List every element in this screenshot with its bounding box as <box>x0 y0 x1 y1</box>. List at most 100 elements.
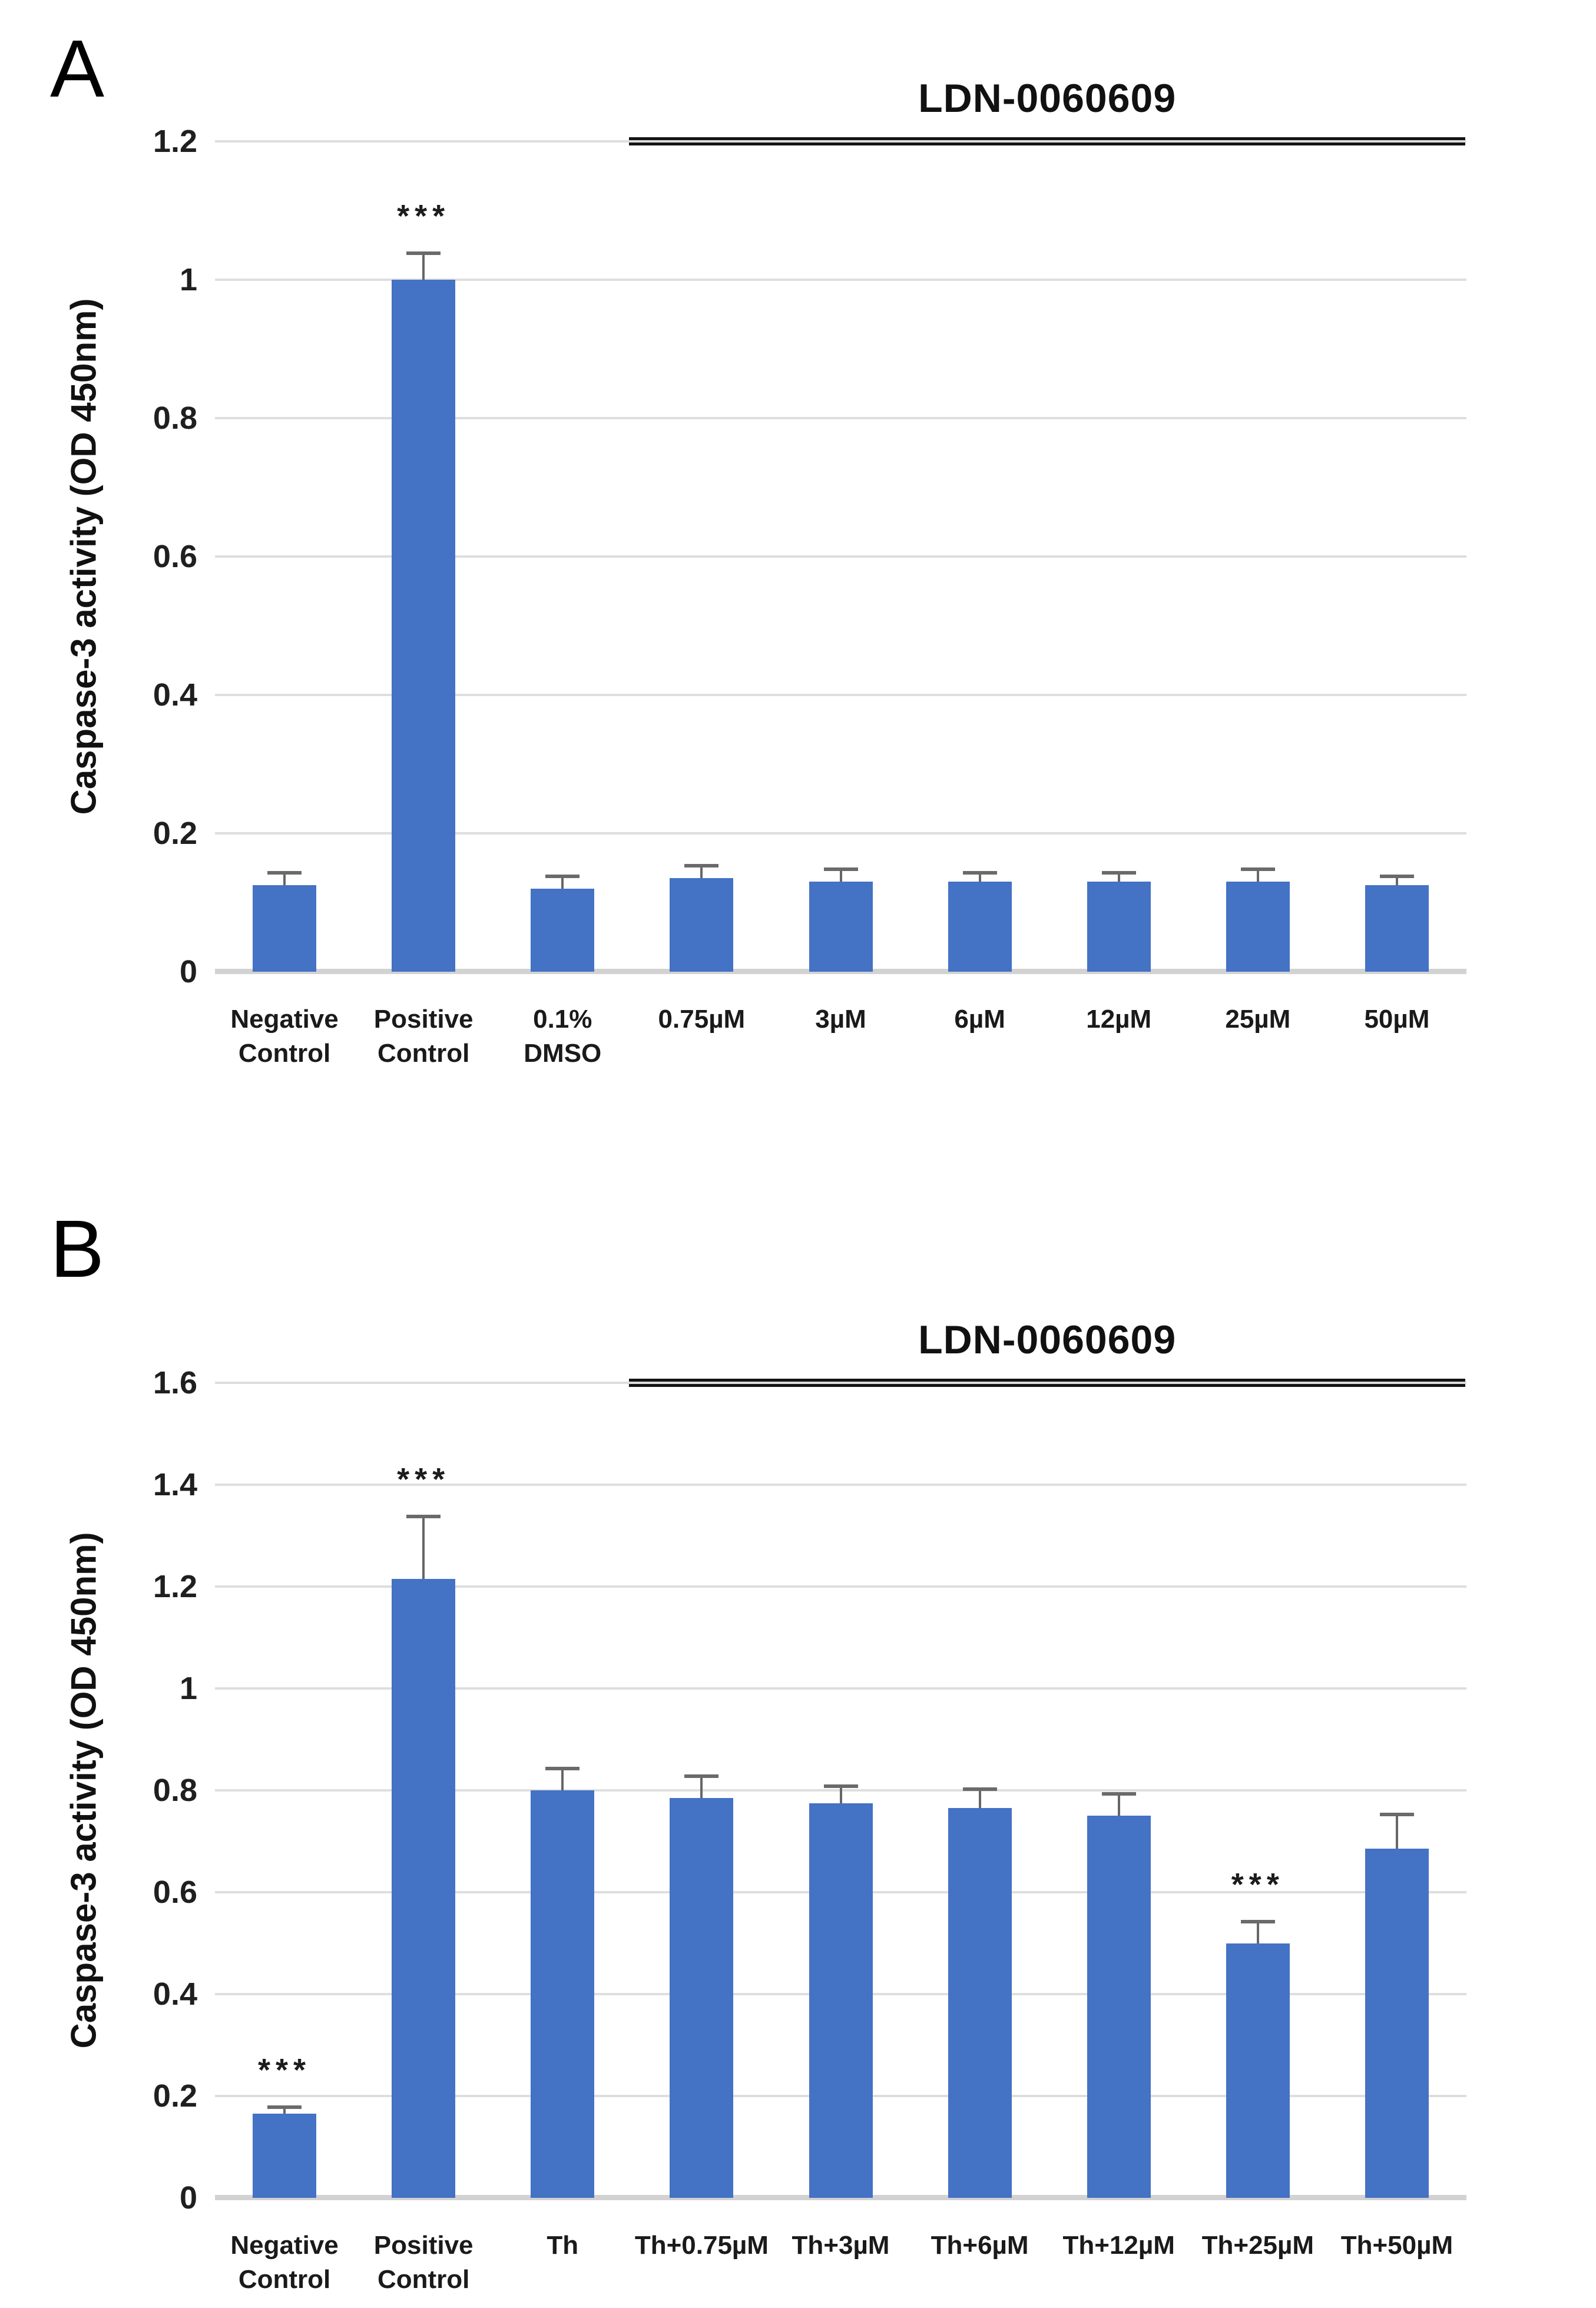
y-tick-label-0.8: 0.8 <box>153 1773 197 1808</box>
error-bar-cap-0.75µm <box>684 863 719 867</box>
bar-6µm <box>948 882 1012 972</box>
significance-stars-negative-control: *** <box>258 2052 312 2088</box>
gridline-1.2 <box>215 1585 1466 1588</box>
error-bar-cap-50µm <box>1379 874 1414 878</box>
error-bar-cap-th+25µm <box>1240 1919 1275 1923</box>
category-label-50µm: 50µM <box>1364 1005 1430 1034</box>
bar-positive-control <box>392 1579 456 2198</box>
panel-b: B Caspase-3 activity (OD 450nm) LDN-0060… <box>0 1154 1596 2308</box>
error-bar-th+3µm <box>839 1785 842 1803</box>
panel-b-plot-area: LDN-0060609 0 0.2 0.4 0.6 0.8 1 1.2 1.4 1.6 *** Ne… <box>153 1317 1466 2294</box>
error-bar-positive-control <box>422 1515 425 1579</box>
bar-50µm <box>1365 885 1429 972</box>
error-bar-negative-control <box>283 2106 286 2114</box>
error-bar-cap-3µm <box>823 867 858 871</box>
category-label-negative-control: Negative Control <box>230 1005 339 1068</box>
bar-th <box>531 1790 595 2198</box>
gridline-0.4 <box>215 694 1466 697</box>
error-bar-cap-25µm <box>1240 867 1275 871</box>
error-bar-th+6µm <box>978 1787 981 1809</box>
gridline-0.6 <box>215 555 1466 558</box>
error-bar-cap-positive-control <box>406 251 441 256</box>
y-tick-label-1.2: 1.2 <box>153 124 197 159</box>
error-bar-12µm <box>1117 871 1120 882</box>
error-bar-6µm <box>978 871 981 882</box>
bar-th+3µm <box>809 1803 873 2198</box>
category-label-positive-control: Positive Control <box>373 2231 473 2294</box>
bar-12µm <box>1087 882 1151 972</box>
gridline-1 <box>215 279 1466 281</box>
category-label-th: Th <box>547 2231 579 2260</box>
error-bar-th+50µm <box>1395 1813 1398 1849</box>
category-label-25µm: 25µM <box>1225 1005 1291 1034</box>
category-label-th+3µm: Th+3µM <box>792 2231 890 2260</box>
error-bar-cap-th+3µm <box>823 1784 858 1789</box>
y-tick-label-0.4: 0.4 <box>153 1976 197 2012</box>
error-bar-50µm <box>1395 875 1398 886</box>
panel-a-y-axis-title: Caspase-3 activity (OD 450nm) <box>64 298 104 815</box>
gridline-1.6 <box>215 1382 1466 1384</box>
bar-th+6µm <box>948 1808 1012 2198</box>
gridline-0.2 <box>215 832 1466 835</box>
y-tick-label-1.6: 1.6 <box>153 1365 197 1400</box>
y-tick-label-0.6: 0.6 <box>153 539 197 574</box>
bar-th+25µm <box>1226 1943 1290 2198</box>
error-bar-cap-6µm <box>962 870 997 875</box>
bar-positive-control <box>392 280 456 972</box>
panel-b-label: B <box>50 1204 105 1294</box>
category-label-12µm: 12µM <box>1086 1005 1152 1034</box>
error-bar-cap-th+0.75µm <box>684 1774 719 1779</box>
error-bar-positive-control <box>422 252 425 280</box>
category-label-th+6µm: Th+6µM <box>931 2231 1029 2260</box>
error-bar-cap-positive-control <box>406 1514 441 1518</box>
panel-a-label: A <box>50 24 105 114</box>
category-label-th+50µm: Th+50µM <box>1340 2231 1453 2260</box>
panel-b-y-axis-title: Caspase-3 activity (OD 450nm) <box>64 1532 104 2049</box>
bar-negative-control <box>253 2114 317 2198</box>
error-bar-0.75µm <box>700 864 703 879</box>
category-label-negative-control: Negative Control <box>230 2231 339 2294</box>
category-label-th+25µm: Th+25µM <box>1201 2231 1314 2260</box>
gridline-1.4 <box>215 1484 1466 1486</box>
y-tick-label-1: 1 <box>179 262 197 297</box>
y-tick-label-0.2: 0.2 <box>153 816 197 852</box>
y-tick-label-1.2: 1.2 <box>153 1569 197 1604</box>
gridline-0.8 <box>215 417 1466 420</box>
bar-0.1%-dmso <box>531 889 595 972</box>
gridline-1.2 <box>215 140 1466 143</box>
error-bar-cap-th+12µm <box>1101 1792 1136 1796</box>
panel-a-plot-area: LDN-0060609 0 0.2 0.4 0.6 0.8 1 1.2 Negative Co… <box>153 76 1466 1068</box>
error-bar-cap-negative-control <box>267 870 302 875</box>
y-tick-label-0.6: 0.6 <box>153 1875 197 1910</box>
panel-a: A Caspase-3 activity (OD 450nm) LDN-0060… <box>50 24 1466 1068</box>
bar-th+12µm <box>1087 1816 1151 2198</box>
error-bar-th <box>561 1767 564 1790</box>
error-bar-th+12µm <box>1117 1793 1120 1816</box>
error-bar-0.1%-dmso <box>561 875 564 889</box>
error-bar-cap-th+50µm <box>1379 1812 1414 1816</box>
error-bar-th+0.75µm <box>700 1775 703 1798</box>
y-tick-label-0.4: 0.4 <box>153 677 197 713</box>
error-bar-cap-negative-control <box>267 2105 302 2110</box>
y-tick-label-1.4: 1.4 <box>153 1467 197 1502</box>
error-bar-negative-control <box>283 871 286 886</box>
error-bar-th+25µm <box>1256 1920 1259 1943</box>
bar-25µm <box>1226 882 1290 972</box>
category-label-th+0.75µm: Th+0.75µM <box>634 2231 769 2260</box>
category-label-0.75µm: 0.75µM <box>658 1005 746 1034</box>
bar-0.75µm <box>670 878 734 972</box>
gridline-1 <box>215 1687 1466 1690</box>
significance-stars-th+25µm: *** <box>1231 1866 1284 1902</box>
bar-3µm <box>809 882 873 972</box>
y-tick-label-0: 0 <box>179 2180 197 2216</box>
significance-stars-positive-control: *** <box>397 1461 451 1497</box>
y-tick-label-0.8: 0.8 <box>153 400 197 436</box>
category-label-0.1%-dmso: 0.1% DMSO <box>524 1005 602 1068</box>
error-bar-cap-th+6µm <box>962 1787 997 1791</box>
y-tick-label-1: 1 <box>179 1671 197 1706</box>
error-bar-cap-0.1%-dmso <box>545 874 580 878</box>
category-label-positive-control: Positive Control <box>373 1005 473 1068</box>
significance-stars-positive-control: *** <box>397 198 451 234</box>
y-tick-label-0: 0 <box>179 954 197 989</box>
panel-b-treatment-title: LDN-0060609 <box>918 1317 1177 1362</box>
